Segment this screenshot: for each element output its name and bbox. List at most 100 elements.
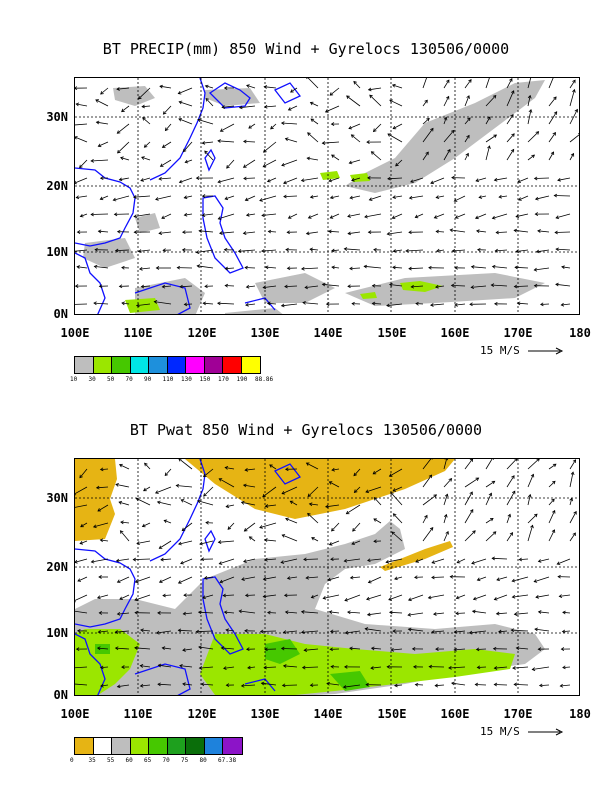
wind-arrow — [556, 248, 571, 251]
wind-arrow — [198, 646, 214, 650]
wind-arrowhead — [309, 683, 314, 688]
wind-arrow — [475, 177, 487, 182]
wind-arrow — [178, 118, 193, 125]
wind-arrowhead — [262, 163, 267, 168]
wind-arrowhead — [225, 504, 230, 509]
wind-arrowhead — [182, 682, 186, 687]
wind-arrow — [371, 647, 382, 650]
wind-arrow — [569, 498, 573, 506]
wind-arrowhead — [238, 609, 243, 614]
wind-arrow — [349, 159, 361, 164]
wind-arrowhead — [496, 577, 501, 582]
wind-arrow — [328, 177, 340, 182]
wind-arrowhead — [285, 247, 289, 252]
wind-arrow — [115, 249, 130, 251]
wind-arrow — [353, 81, 361, 89]
wind-arrowhead — [285, 467, 289, 472]
precip-title: BT PRECIP(mm) 850 Wind + Gyrelocs 130506… — [102, 40, 510, 58]
wind-arrow — [96, 121, 109, 125]
wind-arrowhead — [162, 248, 166, 253]
wind-arrowhead — [494, 301, 498, 306]
legend-label: 67.38 — [218, 757, 237, 764]
wind-arrow — [239, 105, 256, 109]
wind-arrowhead — [328, 229, 332, 234]
pwat-xtick-110e: 110E — [123, 707, 153, 721]
wind-arrow — [178, 540, 193, 545]
wind-arrowhead — [350, 134, 355, 138]
wind-arrow — [303, 558, 319, 560]
wind-arrowhead — [511, 133, 515, 137]
wind-arrowhead — [414, 575, 418, 580]
wind-arrowhead — [435, 229, 440, 234]
wind-arrow — [77, 266, 88, 269]
wind-arrow — [178, 629, 193, 632]
wind-arrow — [115, 484, 130, 488]
wind-arrow — [134, 594, 151, 601]
wind-arrowhead — [179, 664, 183, 668]
wind-arrow — [371, 151, 382, 161]
legend-label: 90 — [144, 376, 152, 383]
wind-arrow — [267, 302, 277, 305]
wind-arrowhead — [134, 597, 138, 602]
wind-arrowhead — [516, 301, 521, 306]
wind-arrow — [443, 79, 450, 89]
wind-arrowhead — [527, 94, 532, 99]
wind-arrowhead — [448, 478, 453, 482]
wind-arrow — [475, 213, 487, 219]
wind-arrowhead — [446, 79, 450, 84]
wind-arrow — [159, 231, 172, 234]
wind-arrow — [540, 303, 550, 305]
wind-arrow — [350, 195, 361, 199]
wind-arrow — [100, 684, 109, 687]
wind-arrowhead — [321, 282, 326, 287]
wind-arrowhead — [394, 683, 398, 688]
precip-xtick-110e: 110E — [123, 326, 153, 340]
wind-arrowhead — [223, 247, 228, 252]
wind-arrowhead — [509, 532, 514, 536]
wind-arrowhead — [308, 502, 313, 507]
wind-arrow — [496, 231, 508, 233]
wind-arrowhead — [263, 104, 268, 109]
wind-arrowhead — [373, 518, 377, 522]
wind-arrowhead — [331, 467, 335, 472]
wind-arrowhead — [366, 596, 370, 601]
wind-arrowhead — [201, 141, 206, 145]
wind-arrowhead — [267, 229, 272, 234]
wind-arrowhead — [310, 118, 315, 123]
wind-arrowhead — [204, 84, 209, 89]
wind-arrowhead — [392, 125, 397, 130]
wind-arrowhead — [79, 164, 83, 169]
wind-arrow — [328, 230, 340, 233]
wind-arrow — [368, 576, 382, 583]
wind-arrow — [75, 558, 88, 563]
wind-arrow — [347, 213, 361, 217]
pwat-ytick-30n: 30N — [46, 491, 68, 505]
wind-arrowhead — [507, 513, 512, 518]
wind-arrowhead — [100, 683, 104, 688]
wind-arrowhead — [200, 557, 205, 562]
wind-arrow — [261, 213, 277, 216]
wind-arrowhead — [305, 231, 310, 236]
wind-arrow — [548, 151, 554, 161]
wind-arrowhead — [248, 536, 253, 540]
wind-arrowhead — [430, 127, 434, 132]
wind-arrow — [343, 684, 361, 688]
wind-arrow — [506, 532, 513, 542]
wind-arrow — [218, 540, 235, 543]
wind-arrowhead — [283, 180, 287, 185]
wind-arrowhead — [118, 177, 123, 182]
wind-arrowhead — [114, 646, 119, 651]
wind-arrow — [534, 628, 550, 632]
wind-arrow — [223, 666, 235, 669]
wind-arrow — [422, 515, 428, 524]
legend-label: 60 — [125, 757, 133, 764]
wind-arrow — [368, 87, 382, 91]
wind-arrowhead — [469, 491, 473, 496]
wind-arrow — [284, 285, 298, 287]
wind-arrowhead — [90, 158, 94, 163]
wind-arrowhead — [80, 523, 84, 528]
wind-arrow — [436, 249, 445, 252]
wind-arrowhead — [162, 111, 167, 115]
wind-arrow — [97, 594, 109, 599]
wind-arrow — [75, 303, 88, 305]
